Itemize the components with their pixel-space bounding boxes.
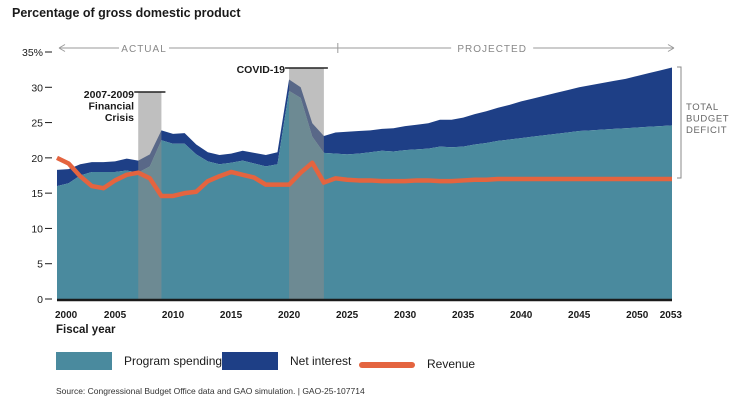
financial-crisis-label: 2007-2009 Financial Crisis bbox=[84, 89, 134, 124]
y-tick-label: 10 bbox=[31, 223, 43, 235]
x-tick-label: 2000 bbox=[55, 310, 78, 321]
y-tick-label: 15 bbox=[31, 188, 43, 200]
legend-item-program-spending: Program spending bbox=[56, 352, 222, 370]
program-spending-area bbox=[57, 90, 672, 299]
covid-shading bbox=[289, 68, 324, 299]
y-tick-label: 20 bbox=[31, 153, 43, 165]
deficit-bracket bbox=[677, 66, 682, 179]
legend-swatch-net-interest bbox=[222, 352, 278, 370]
label-knockout bbox=[119, 42, 170, 54]
actual-label: ACTUAL bbox=[121, 44, 166, 55]
x-tick-label: 2005 bbox=[104, 310, 127, 321]
source-note: Source: Congressional Budget Office data… bbox=[56, 386, 365, 396]
x-tick-label: 2053 bbox=[660, 310, 683, 321]
x-tick-label: 2020 bbox=[278, 310, 301, 321]
legend-label-net-interest: Net interest bbox=[290, 354, 352, 368]
x-tick-label: 2050 bbox=[626, 310, 649, 321]
y-tick-label: 25 bbox=[31, 118, 43, 130]
x-tick-label: 2025 bbox=[336, 310, 359, 321]
deficit-label: TOTAL BUDGET DEFICIT bbox=[686, 102, 729, 136]
revenue-line bbox=[56, 155, 672, 199]
legend-item-net-interest: Net interest bbox=[222, 352, 351, 370]
x-tick-label: 2015 bbox=[220, 310, 243, 321]
legend-label-program-spending: Program spending bbox=[124, 354, 223, 368]
y-tick-label: 0 bbox=[37, 294, 43, 306]
x-axis-title: Fiscal year bbox=[56, 324, 116, 336]
legend-label-revenue: Revenue bbox=[427, 357, 476, 371]
projected-label: PROJECTED bbox=[457, 44, 527, 55]
projected-arrow-head bbox=[667, 44, 675, 52]
x-tick-label: 2035 bbox=[452, 310, 475, 321]
legend-swatch-revenue bbox=[359, 361, 415, 368]
covid-label: COVID-19 bbox=[237, 64, 286, 76]
net-interest-area bbox=[57, 67, 672, 187]
x-tick-label: 2030 bbox=[394, 310, 417, 321]
chart-title: Percentage of gross domestic product bbox=[12, 6, 241, 20]
x-tick-label: 2045 bbox=[568, 310, 591, 321]
y-tick-label: 30 bbox=[31, 82, 43, 94]
y-tick-label: 5 bbox=[37, 259, 43, 271]
label-knockout bbox=[451, 42, 534, 54]
x-tick-label: 2010 bbox=[162, 310, 185, 321]
legend-swatch-program-spending bbox=[56, 352, 112, 370]
legend-item-revenue: Revenue bbox=[359, 357, 476, 371]
actual-arrow-head bbox=[58, 44, 66, 52]
financial-crisis-shading bbox=[138, 92, 162, 299]
x-tick-label: 2040 bbox=[510, 310, 533, 321]
y-tick-label: 35% bbox=[22, 47, 43, 59]
